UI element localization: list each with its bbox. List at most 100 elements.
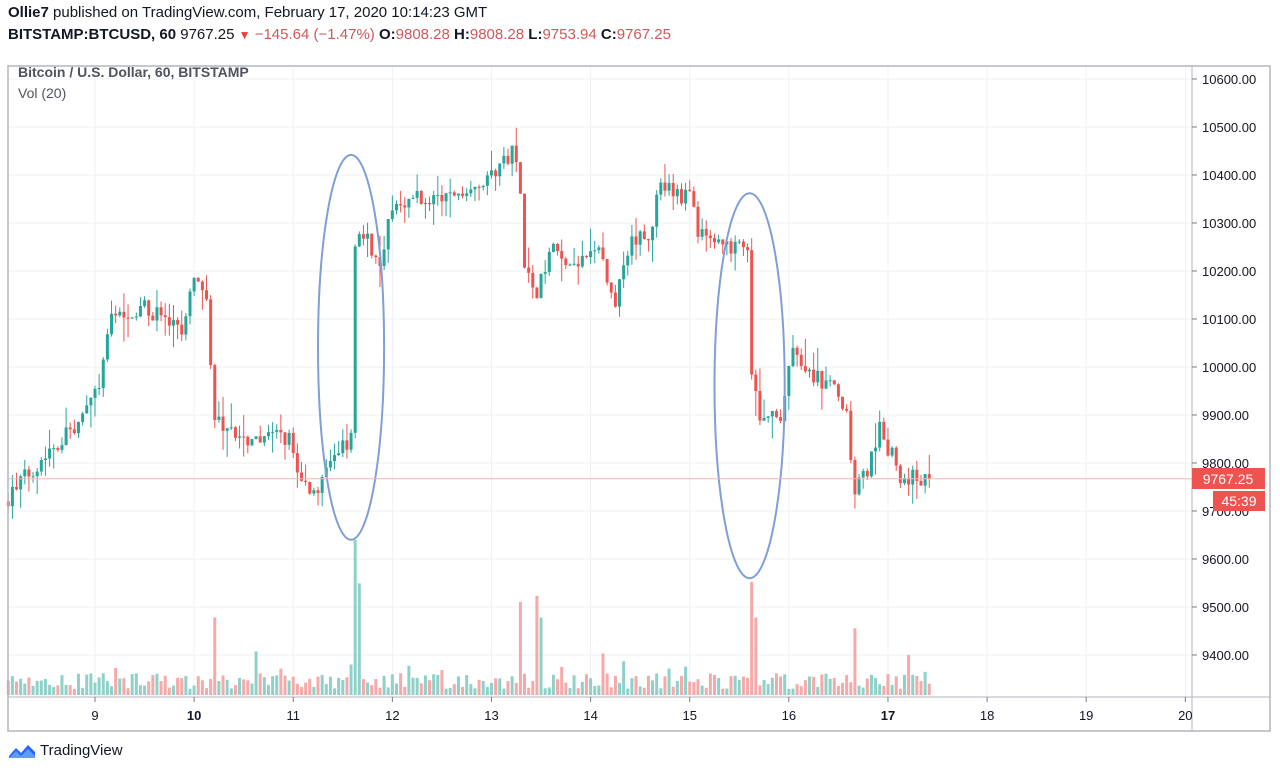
series-title[interactable]: Bitcoin / U.S. Dollar, 60, BITSTAMP <box>18 64 249 80</box>
volume-bar <box>114 667 118 695</box>
candle-body <box>622 265 626 280</box>
chart-legend: Bitcoin / U.S. Dollar, 60, BITSTAMP Vol … <box>18 64 249 101</box>
volume-bar <box>250 683 254 695</box>
candle-body <box>473 186 477 190</box>
volume-bar <box>874 678 878 695</box>
price-label: 9767.25 <box>1203 471 1254 487</box>
candle-body <box>250 439 254 446</box>
candle-body <box>535 287 539 299</box>
volume-bar <box>105 681 109 695</box>
candle-body <box>209 299 213 366</box>
volume-bar <box>312 686 316 695</box>
volume-bar <box>444 688 448 695</box>
volume-bar <box>803 680 807 695</box>
volume-bar <box>841 682 845 695</box>
author-name[interactable]: Ollie7 <box>8 4 49 21</box>
volume-bar <box>679 676 683 695</box>
candle-body <box>824 380 828 389</box>
candle-body <box>807 369 811 372</box>
volume-bar <box>638 686 642 695</box>
volume-bar <box>646 675 650 695</box>
candle-body <box>626 255 630 266</box>
volume-bar <box>68 685 72 695</box>
volume-bar <box>52 687 56 695</box>
candle-body <box>411 197 415 199</box>
candle-body <box>779 417 783 421</box>
volume-bar <box>85 674 89 695</box>
volume-bar <box>832 678 836 695</box>
candle-body <box>465 193 469 196</box>
price-axis[interactable]: 10600.00 10500.00 10400.00 10300.00 10200.00… <box>1192 72 1256 663</box>
time-axis[interactable]: 9 10 11 12 13 14 15 16 17 18 19 20 <box>91 697 1193 723</box>
candle-body <box>589 251 593 258</box>
annotation-ellipse[interactable] <box>317 153 386 541</box>
candle-body <box>361 234 365 239</box>
volume-bar <box>279 668 283 695</box>
candle-body <box>31 476 35 478</box>
tradingview-logo[interactable]: TradingView <box>8 742 123 759</box>
candle-body <box>60 445 64 450</box>
volume-bar <box>333 688 337 695</box>
candle-body <box>407 198 411 208</box>
time-tick-label: 10 <box>187 708 201 723</box>
volume-bar <box>221 675 225 695</box>
candle-body <box>630 236 634 256</box>
volume-bar <box>283 675 287 695</box>
volume-bar <box>836 686 840 695</box>
candle-body <box>225 428 229 431</box>
volume-bar <box>436 674 440 695</box>
volume-bar <box>287 680 291 695</box>
volume-bar <box>35 680 39 695</box>
volume-bar <box>64 684 68 695</box>
candle-body <box>23 469 27 477</box>
candle-body <box>456 193 460 196</box>
volume-bar <box>456 676 460 695</box>
volume-bar <box>27 677 31 695</box>
volume-bar <box>147 681 151 695</box>
volume-indicator-label[interactable]: Vol (20) <box>18 85 67 101</box>
volume-bar <box>275 675 279 695</box>
candle-body <box>539 273 543 299</box>
volume-bar <box>143 685 147 695</box>
candle-body <box>316 490 320 494</box>
candle-body <box>118 311 122 316</box>
candle-body <box>746 247 750 251</box>
volume-bar <box>192 685 196 695</box>
candle-body <box>138 306 142 317</box>
volume-bar <box>923 671 927 695</box>
candle-body <box>634 236 638 245</box>
candle-body <box>832 380 836 385</box>
price-tick-label: 10300.00 <box>1202 216 1256 231</box>
volume-bar <box>630 678 634 695</box>
volume-bar <box>72 688 76 695</box>
candle-body <box>915 469 919 481</box>
volume-bar <box>894 676 898 695</box>
candle-body <box>527 267 531 273</box>
volume-bar <box>233 685 237 695</box>
annotation-ellipse[interactable] <box>713 192 786 580</box>
low-value: 9753.94 <box>542 26 597 43</box>
close-label: C: <box>600 26 617 43</box>
candle-body <box>415 190 419 198</box>
candle-body <box>663 182 667 191</box>
volume-bar <box>919 681 923 695</box>
candle-body <box>655 194 659 227</box>
high-label: H: <box>454 26 470 43</box>
candle-body <box>200 281 204 291</box>
volume-bar <box>316 676 320 695</box>
volume-bar <box>518 602 522 695</box>
volume-bar <box>613 675 617 695</box>
candle-body <box>76 421 80 434</box>
volume-bar <box>209 679 213 695</box>
volume-bar <box>171 685 175 695</box>
candle-body <box>419 190 423 205</box>
candle-body <box>283 432 287 445</box>
candle-body <box>560 251 564 259</box>
candle-body <box>506 155 510 164</box>
time-tick-label: 17 <box>881 708 895 723</box>
volume-bar <box>597 685 601 695</box>
volume-bar <box>506 681 510 695</box>
volume-bar <box>502 688 506 695</box>
volume-bar <box>246 680 250 695</box>
